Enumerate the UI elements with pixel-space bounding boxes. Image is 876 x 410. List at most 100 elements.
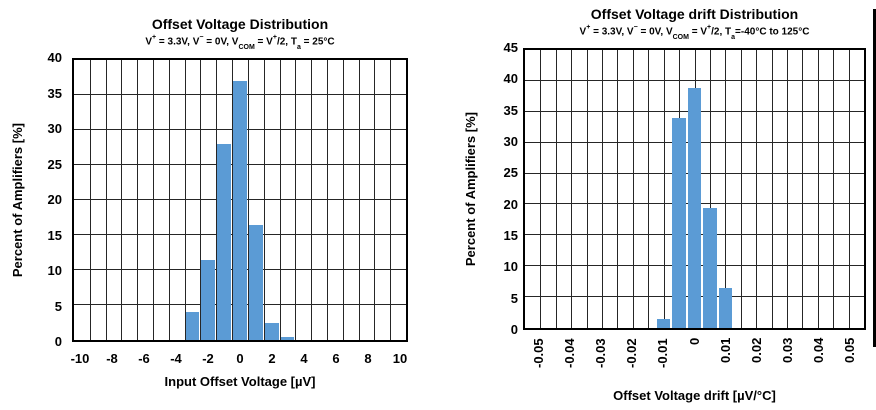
y-tick-label: 0 (54, 334, 62, 349)
gridline (663, 50, 665, 328)
x-tick-label: -0.01 (655, 338, 671, 368)
x-tick-label: -0.05 (530, 338, 546, 368)
x-axis-title: Input Offset Voltage [µV] (164, 374, 316, 389)
histogram-bar (703, 207, 717, 328)
x-tick-label: -4 (170, 351, 182, 366)
gridline (833, 50, 835, 328)
y-tick-label: 25 (47, 156, 62, 172)
x-tick-label: -10 (70, 351, 90, 366)
y-tick-label: 10 (503, 259, 518, 275)
histogram-bar (217, 144, 232, 340)
y-tick-label: 5 (54, 298, 62, 314)
y-tick-label: 25 (503, 165, 518, 181)
x-tick-label: -8 (106, 351, 118, 366)
x-axis-title: Offset Voltage drift [µV/°C] (613, 388, 776, 403)
gridline (358, 60, 360, 340)
y-tick-label: 15 (503, 228, 518, 244)
plot-area (523, 48, 866, 330)
gridline (848, 50, 850, 328)
y-tick-label: 20 (47, 192, 62, 207)
x-tick-label: 0.03 (780, 338, 796, 364)
chart-subtitle: V+ = 3.3V, V− = 0V, VCOM = V+/2, Ta=-40°… (579, 24, 810, 42)
gridline (153, 60, 155, 340)
x-tick-label: 0.01 (717, 338, 733, 364)
gridline (216, 60, 218, 340)
gridline (326, 60, 328, 340)
x-tick-label: 0.04 (811, 338, 827, 364)
gridline (247, 60, 249, 340)
gridline (89, 60, 91, 340)
y-axis-title-text: Percent of Amplifiers [%] (462, 111, 478, 267)
x-tick-label: 4 (300, 351, 308, 366)
gridline (374, 60, 376, 340)
x-tick-label: -6 (138, 351, 150, 366)
histogram-bar (280, 336, 295, 340)
y-tick-label: 5 (510, 290, 518, 306)
x-tick-label: 0 (686, 338, 702, 346)
y-tick-label: 45 (503, 40, 518, 55)
histogram-bar (718, 287, 733, 328)
gridline (817, 50, 819, 328)
x-tick-label: -0.03 (592, 338, 608, 368)
y-tick-label: 30 (503, 134, 518, 150)
gridline (137, 60, 139, 340)
gridline (571, 50, 573, 328)
gridline (184, 60, 186, 340)
y-tick-label: 0 (510, 322, 518, 337)
gridline (555, 50, 557, 328)
gridline (200, 60, 202, 340)
gridline (390, 60, 392, 340)
gridline (617, 50, 619, 328)
x-tick-label: 6 (332, 351, 340, 366)
gridline (602, 50, 604, 328)
histogram-bar (656, 318, 671, 328)
y-tick-label: 40 (503, 71, 518, 87)
gridline (279, 60, 281, 340)
chart-offset-voltage-distribution: Offset Voltage Distribution V+ = 3.3V, V… (10, 16, 408, 389)
x-tick-label: 2 (268, 351, 276, 366)
gridline (342, 60, 344, 340)
gridline (232, 60, 234, 340)
gridline (121, 60, 123, 340)
gridline (311, 60, 313, 340)
y-tick-label: 35 (503, 102, 518, 118)
gridline (540, 50, 542, 328)
gridline (105, 60, 107, 340)
x-tick-label: 0.02 (748, 338, 764, 364)
x-tick-label: 0.05 (842, 338, 858, 364)
chart-title: Offset Voltage Distribution (151, 16, 329, 32)
gridline (740, 50, 742, 328)
gridline (648, 50, 650, 328)
gridline (586, 50, 588, 328)
x-tick-label: 8 (364, 351, 372, 366)
y-tick-label: 35 (47, 85, 62, 101)
histogram-bar (687, 88, 702, 328)
y-tick-label: 10 (47, 263, 62, 278)
y-tick-label: 30 (47, 121, 62, 136)
plot-area (72, 58, 408, 342)
gridline (709, 50, 711, 328)
histogram-bar (672, 117, 686, 328)
gridline (263, 60, 265, 340)
y-axis-title: Percent of Amplifiers [%] (461, 48, 479, 330)
chart-subtitle: V+ = 3.3V, V− = 0V, VCOM = V+/2, Ta = 25… (145, 34, 335, 52)
x-tick-label: -0.04 (561, 338, 577, 368)
chart-offset-voltage-drift-distribution: Offset Voltage drift Distribution V+ = 3… (463, 6, 866, 403)
histogram-bar (233, 81, 247, 340)
x-tick-label: -2 (202, 351, 214, 366)
histogram-bar (201, 259, 216, 340)
chart-title: Offset Voltage drift Distribution (590, 6, 799, 22)
gridline (756, 50, 758, 328)
x-tick-label: 0 (236, 351, 244, 366)
gridline (525, 79, 864, 81)
gridline (802, 50, 804, 328)
gridline (295, 60, 297, 340)
histogram-bar (264, 322, 279, 340)
histogram-bar (185, 312, 200, 340)
x-tick-label: -0.02 (624, 338, 640, 368)
gridline (168, 60, 170, 340)
gridline (786, 50, 788, 328)
y-tick-label: 20 (503, 196, 518, 212)
x-tick-label: 10 (392, 351, 408, 366)
